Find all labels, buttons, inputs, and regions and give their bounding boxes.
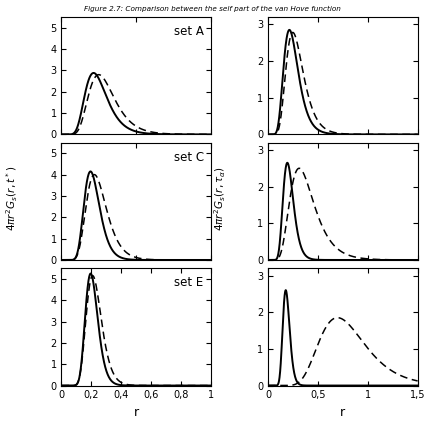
- Text: set A: set A: [174, 25, 204, 38]
- Text: $4\pi r^2 G_s(r,t^*)$: $4\pi r^2 G_s(r,t^*)$: [4, 166, 20, 230]
- Text: set E: set E: [174, 276, 204, 289]
- Text: Figure 2.7: Comparison between the self part of the van Hove function: Figure 2.7: Comparison between the self …: [84, 6, 340, 12]
- Text: $4\pi r^2 G_s(r,\tau_\alpha)$: $4\pi r^2 G_s(r,\tau_\alpha)$: [213, 166, 228, 230]
- X-axis label: r: r: [134, 406, 139, 419]
- Text: set C: set C: [173, 151, 204, 164]
- X-axis label: r: r: [340, 406, 346, 419]
